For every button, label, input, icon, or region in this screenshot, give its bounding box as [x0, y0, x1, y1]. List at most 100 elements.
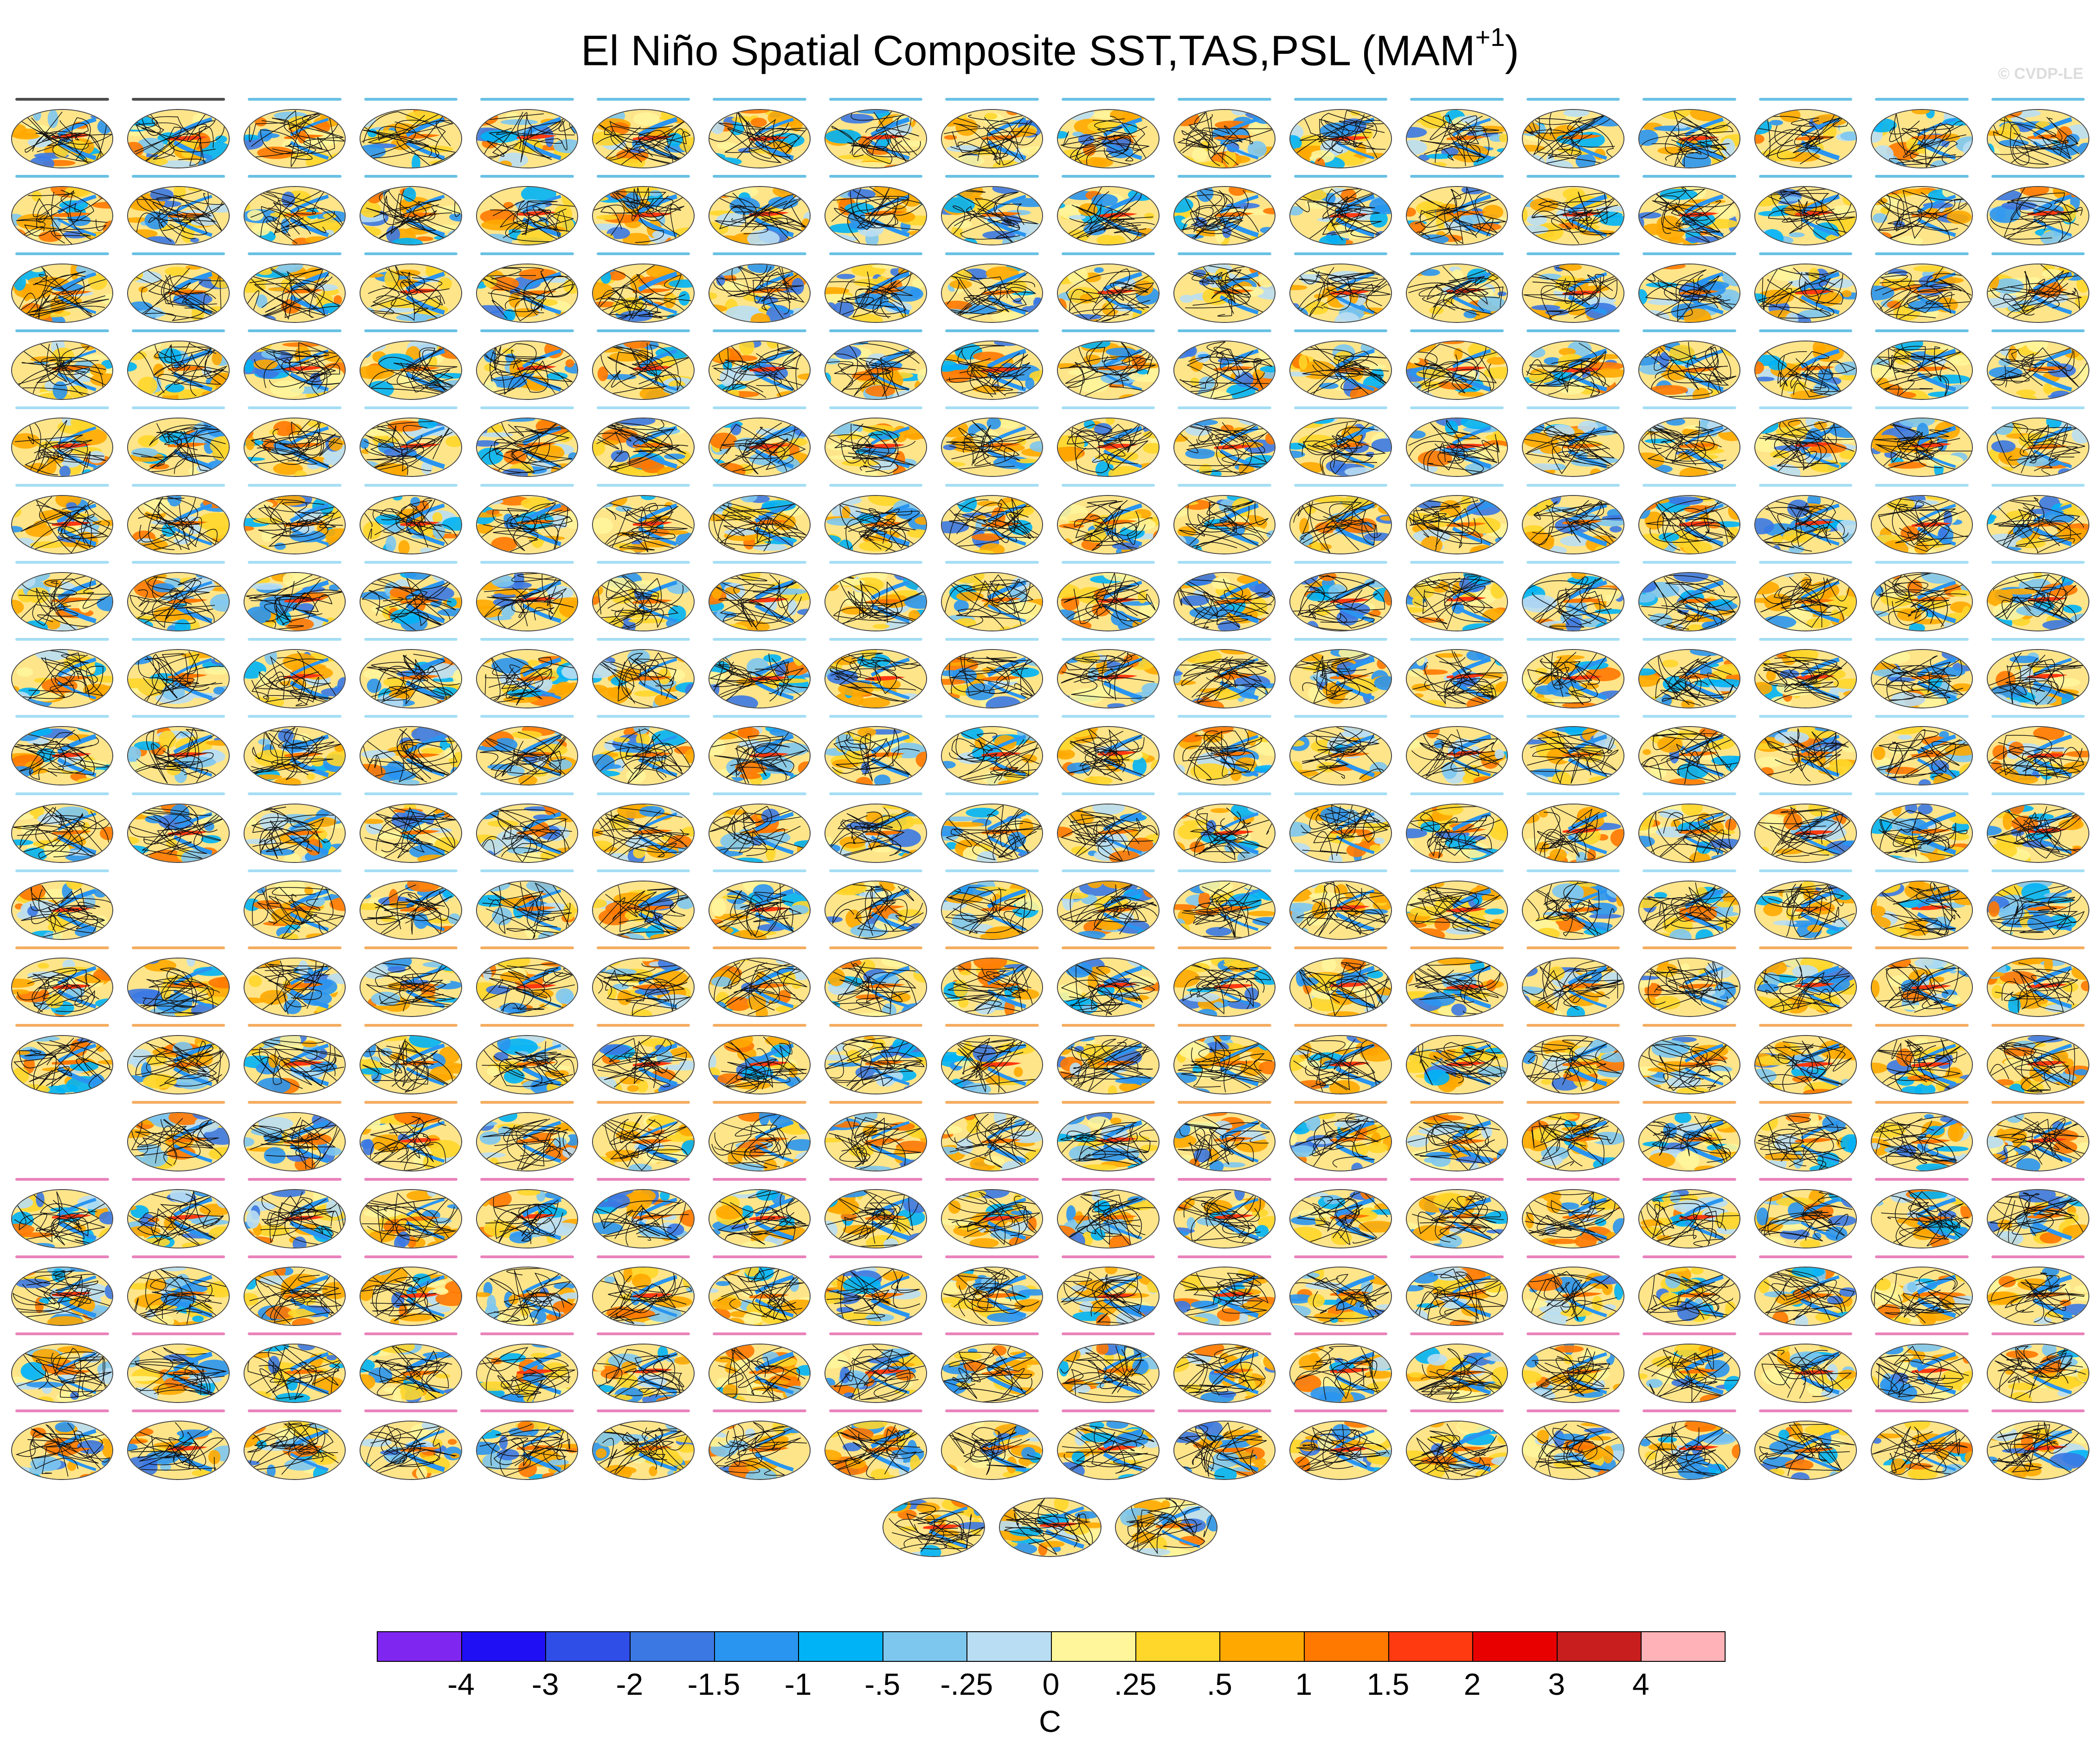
panel-title: [364, 1024, 458, 1028]
panel-title: [364, 1409, 458, 1413]
colorbar-box: [630, 1631, 715, 1662]
map-panel: [471, 181, 583, 251]
map-panel: [1518, 799, 1629, 869]
panel-title: [713, 792, 806, 796]
panel-title: [364, 1332, 458, 1336]
map-panel: [1169, 181, 1280, 251]
map-panel: [355, 1339, 467, 1409]
globe-map: [360, 804, 462, 863]
map-panel: [123, 1107, 234, 1177]
panel-title: [248, 946, 341, 950]
panel-title: [1527, 1332, 1620, 1336]
globe-map: [360, 572, 462, 631]
panel-title: [713, 1101, 806, 1105]
panel-title: [1178, 561, 1271, 565]
globe-map: [825, 186, 927, 245]
panel-title: [597, 98, 690, 102]
map-panel: [588, 721, 699, 791]
panel-title: [1759, 1255, 1853, 1259]
map-panel: [123, 259, 234, 328]
map-panel: [239, 490, 350, 560]
panel-title: [597, 946, 690, 950]
globe-map: [1289, 649, 1392, 708]
map-panel: [471, 1030, 583, 1100]
map-panel: [1169, 721, 1280, 791]
map-panel: [1983, 799, 2094, 869]
globe-map: [127, 109, 230, 168]
map-panel: [1750, 104, 1862, 174]
map-panel: [6, 490, 118, 560]
colorbar-box: [883, 1631, 967, 1662]
map-panel: [239, 1184, 350, 1254]
map-panel: [1518, 259, 1629, 328]
map-panel: [1169, 259, 1280, 328]
globe-map: [127, 726, 230, 785]
panel-title: [1062, 1178, 1155, 1182]
globe-map: [1754, 726, 1857, 785]
globe-map: [1289, 1267, 1392, 1326]
globe-map: [127, 264, 230, 323]
map-panel: [1750, 799, 1862, 869]
map-panel: [239, 1107, 350, 1177]
globe-map: [1173, 649, 1276, 708]
map-panel: [936, 721, 1048, 791]
map-panel: [936, 1107, 1048, 1177]
map-panel: [1401, 721, 1513, 791]
globe-map: [1754, 109, 1857, 168]
map-panel: [239, 721, 350, 791]
colorbar-box: [1641, 1631, 1726, 1662]
colorbar-tick-label: 2: [1464, 1666, 1481, 1702]
globe-map: [1987, 495, 2089, 554]
panel-title: [597, 406, 690, 410]
map-panel: [1169, 644, 1280, 714]
globe-map: [476, 495, 579, 554]
map-panel: [123, 490, 234, 560]
panel-title: [1991, 561, 2085, 565]
globe-map: [1987, 726, 2089, 785]
panel-title: [829, 1024, 923, 1028]
panel-title: [248, 1409, 341, 1413]
map-panel: [123, 1416, 234, 1486]
globe-map: [1173, 572, 1276, 631]
map-panel: [6, 953, 118, 1023]
map-panel: [1401, 336, 1513, 405]
globe-map: [476, 804, 579, 863]
map-panel: [1866, 799, 1978, 869]
panel-title: [1875, 98, 1969, 102]
map-panel: [1634, 336, 1745, 405]
map-panel: [1750, 336, 1862, 405]
globe-map: [592, 1421, 695, 1480]
globe-map: [1406, 186, 1508, 245]
panel-title: [364, 561, 458, 565]
panel-title: [829, 1101, 923, 1105]
panel-title: [1062, 715, 1155, 719]
panel-title: [1062, 561, 1155, 565]
globe-map: [1522, 572, 1624, 631]
globe-map: [1289, 1112, 1392, 1171]
map-panel: [588, 1416, 699, 1486]
panel-title: [15, 715, 109, 719]
panel-title: [1875, 1332, 1969, 1336]
map-panel: [1634, 953, 1745, 1023]
map-panel: [936, 181, 1048, 251]
globe-map: [244, 418, 346, 477]
map-panel: [820, 1416, 932, 1486]
globe-map: [1057, 109, 1160, 168]
map-panel: [355, 799, 467, 869]
map-panel: [1285, 413, 1397, 483]
panel-title: [1062, 329, 1155, 333]
map-panel: [936, 104, 1048, 174]
map-panel: [820, 104, 932, 174]
panel-title: [15, 175, 109, 179]
globe-map: [476, 649, 579, 708]
globe-map: [1289, 341, 1392, 400]
map-panel: [355, 1107, 467, 1177]
globe-map: [709, 418, 811, 477]
map-panel: [1983, 259, 2094, 328]
map-panel: [1750, 181, 1862, 251]
globe-map: [1406, 572, 1508, 631]
globe-map: [360, 186, 462, 245]
globe-map: [360, 1421, 462, 1480]
map-panel: [1983, 413, 2094, 483]
map-panel: [471, 104, 583, 174]
